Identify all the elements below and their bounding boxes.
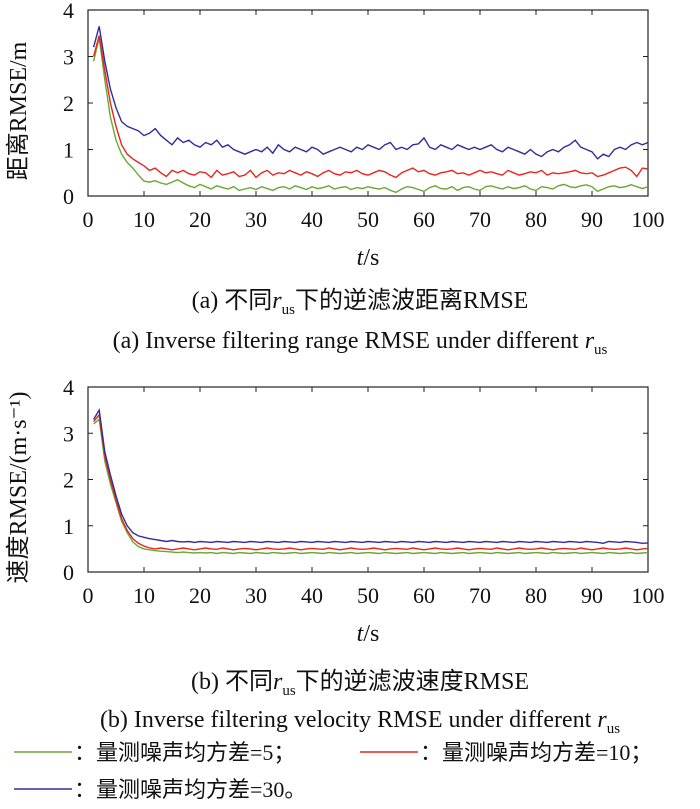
- x-tick-label: 100: [632, 583, 665, 608]
- x-tick-label: 60: [413, 207, 435, 232]
- x-tick-label: 60: [413, 583, 435, 608]
- x-tick-label: 90: [581, 583, 603, 608]
- series-line-2: [92, 35, 649, 179]
- x-tick-label: 20: [189, 207, 211, 232]
- x-tick-label: 10: [133, 207, 155, 232]
- plot-frame: [87, 386, 649, 573]
- y-axis-label: 速度RMSE/(m·s⁻¹): [5, 392, 32, 584]
- x-tick-label: 80: [525, 207, 547, 232]
- series-line-3: [92, 26, 649, 160]
- series-line-1: [92, 37, 649, 194]
- y-tick-label: 0: [63, 184, 74, 209]
- legend-label-3: ：量测噪声均方差=30。: [74, 777, 306, 802]
- series-line-1: [93, 418, 649, 555]
- x-tick-label: 90: [581, 207, 603, 232]
- x-tick-label: 100: [632, 207, 665, 232]
- y-tick-label: 2: [63, 91, 74, 116]
- caption-chinese: (a) 不同rus下的逆滤波距离RMSE: [192, 287, 529, 318]
- chart-panel-a: 0 10 20 30 40 50 60 70 80 90 100 0 1 2 3 4 距离RMSE/m t/s (a…: [5, 0, 665, 358]
- y-axis-label: 距离RMSE/m: [5, 41, 32, 180]
- x-tick-label: 0: [83, 583, 94, 608]
- y-tick-label: 4: [63, 0, 74, 23]
- x-axis-label: t/s: [357, 621, 380, 647]
- x-tick-label: 50: [357, 207, 379, 232]
- x-tick-label: 20: [189, 583, 211, 608]
- y-tick-label: 3: [63, 421, 74, 446]
- x-tick-label: 40: [301, 583, 323, 608]
- x-axis-label: t/s: [357, 245, 380, 271]
- legend: ：量测噪声均方差=5； ：量测噪声均方差=10； ：量测噪声均方差=30。: [14, 740, 652, 802]
- x-tick-label: 50: [357, 583, 379, 608]
- series-line-2: [93, 413, 649, 551]
- legend-label-1: ：量测噪声均方差=5；: [74, 740, 295, 765]
- x-tick-label: 70: [469, 583, 491, 608]
- y-tick-label: 0: [63, 560, 74, 585]
- x-tick-label: 80: [525, 583, 547, 608]
- y-tick-label: 3: [63, 45, 74, 70]
- x-tick-label: 0: [83, 207, 94, 232]
- y-tick-label: 1: [63, 514, 74, 539]
- caption-chinese: (b) 不同rus下的逆滤波速度RMSE: [191, 668, 529, 699]
- plot-frame: [87, 9, 649, 197]
- x-tick-label: 70: [469, 207, 491, 232]
- x-tick-label: 30: [245, 207, 267, 232]
- x-tick-label: 10: [133, 583, 155, 608]
- series-line-3: [93, 408, 649, 545]
- y-tick-label: 4: [63, 375, 74, 400]
- legend-label-2: ：量测噪声均方差=10；: [420, 740, 652, 765]
- y-tick-label: 1: [63, 138, 74, 163]
- x-tick-label: 30: [245, 583, 267, 608]
- chart-panel-b: 0 10 20 30 40 50 60 70 80 90 100 0 1 2 3 4 速度RMSE/(m·s⁻¹…: [5, 375, 665, 737]
- caption-english: (b) Inverse filtering velocity RMSE unde…: [100, 707, 620, 737]
- y-tick-label: 2: [63, 468, 74, 493]
- caption-english: (a) Inverse filtering range RMSE under d…: [113, 328, 608, 358]
- x-tick-label: 40: [301, 207, 323, 232]
